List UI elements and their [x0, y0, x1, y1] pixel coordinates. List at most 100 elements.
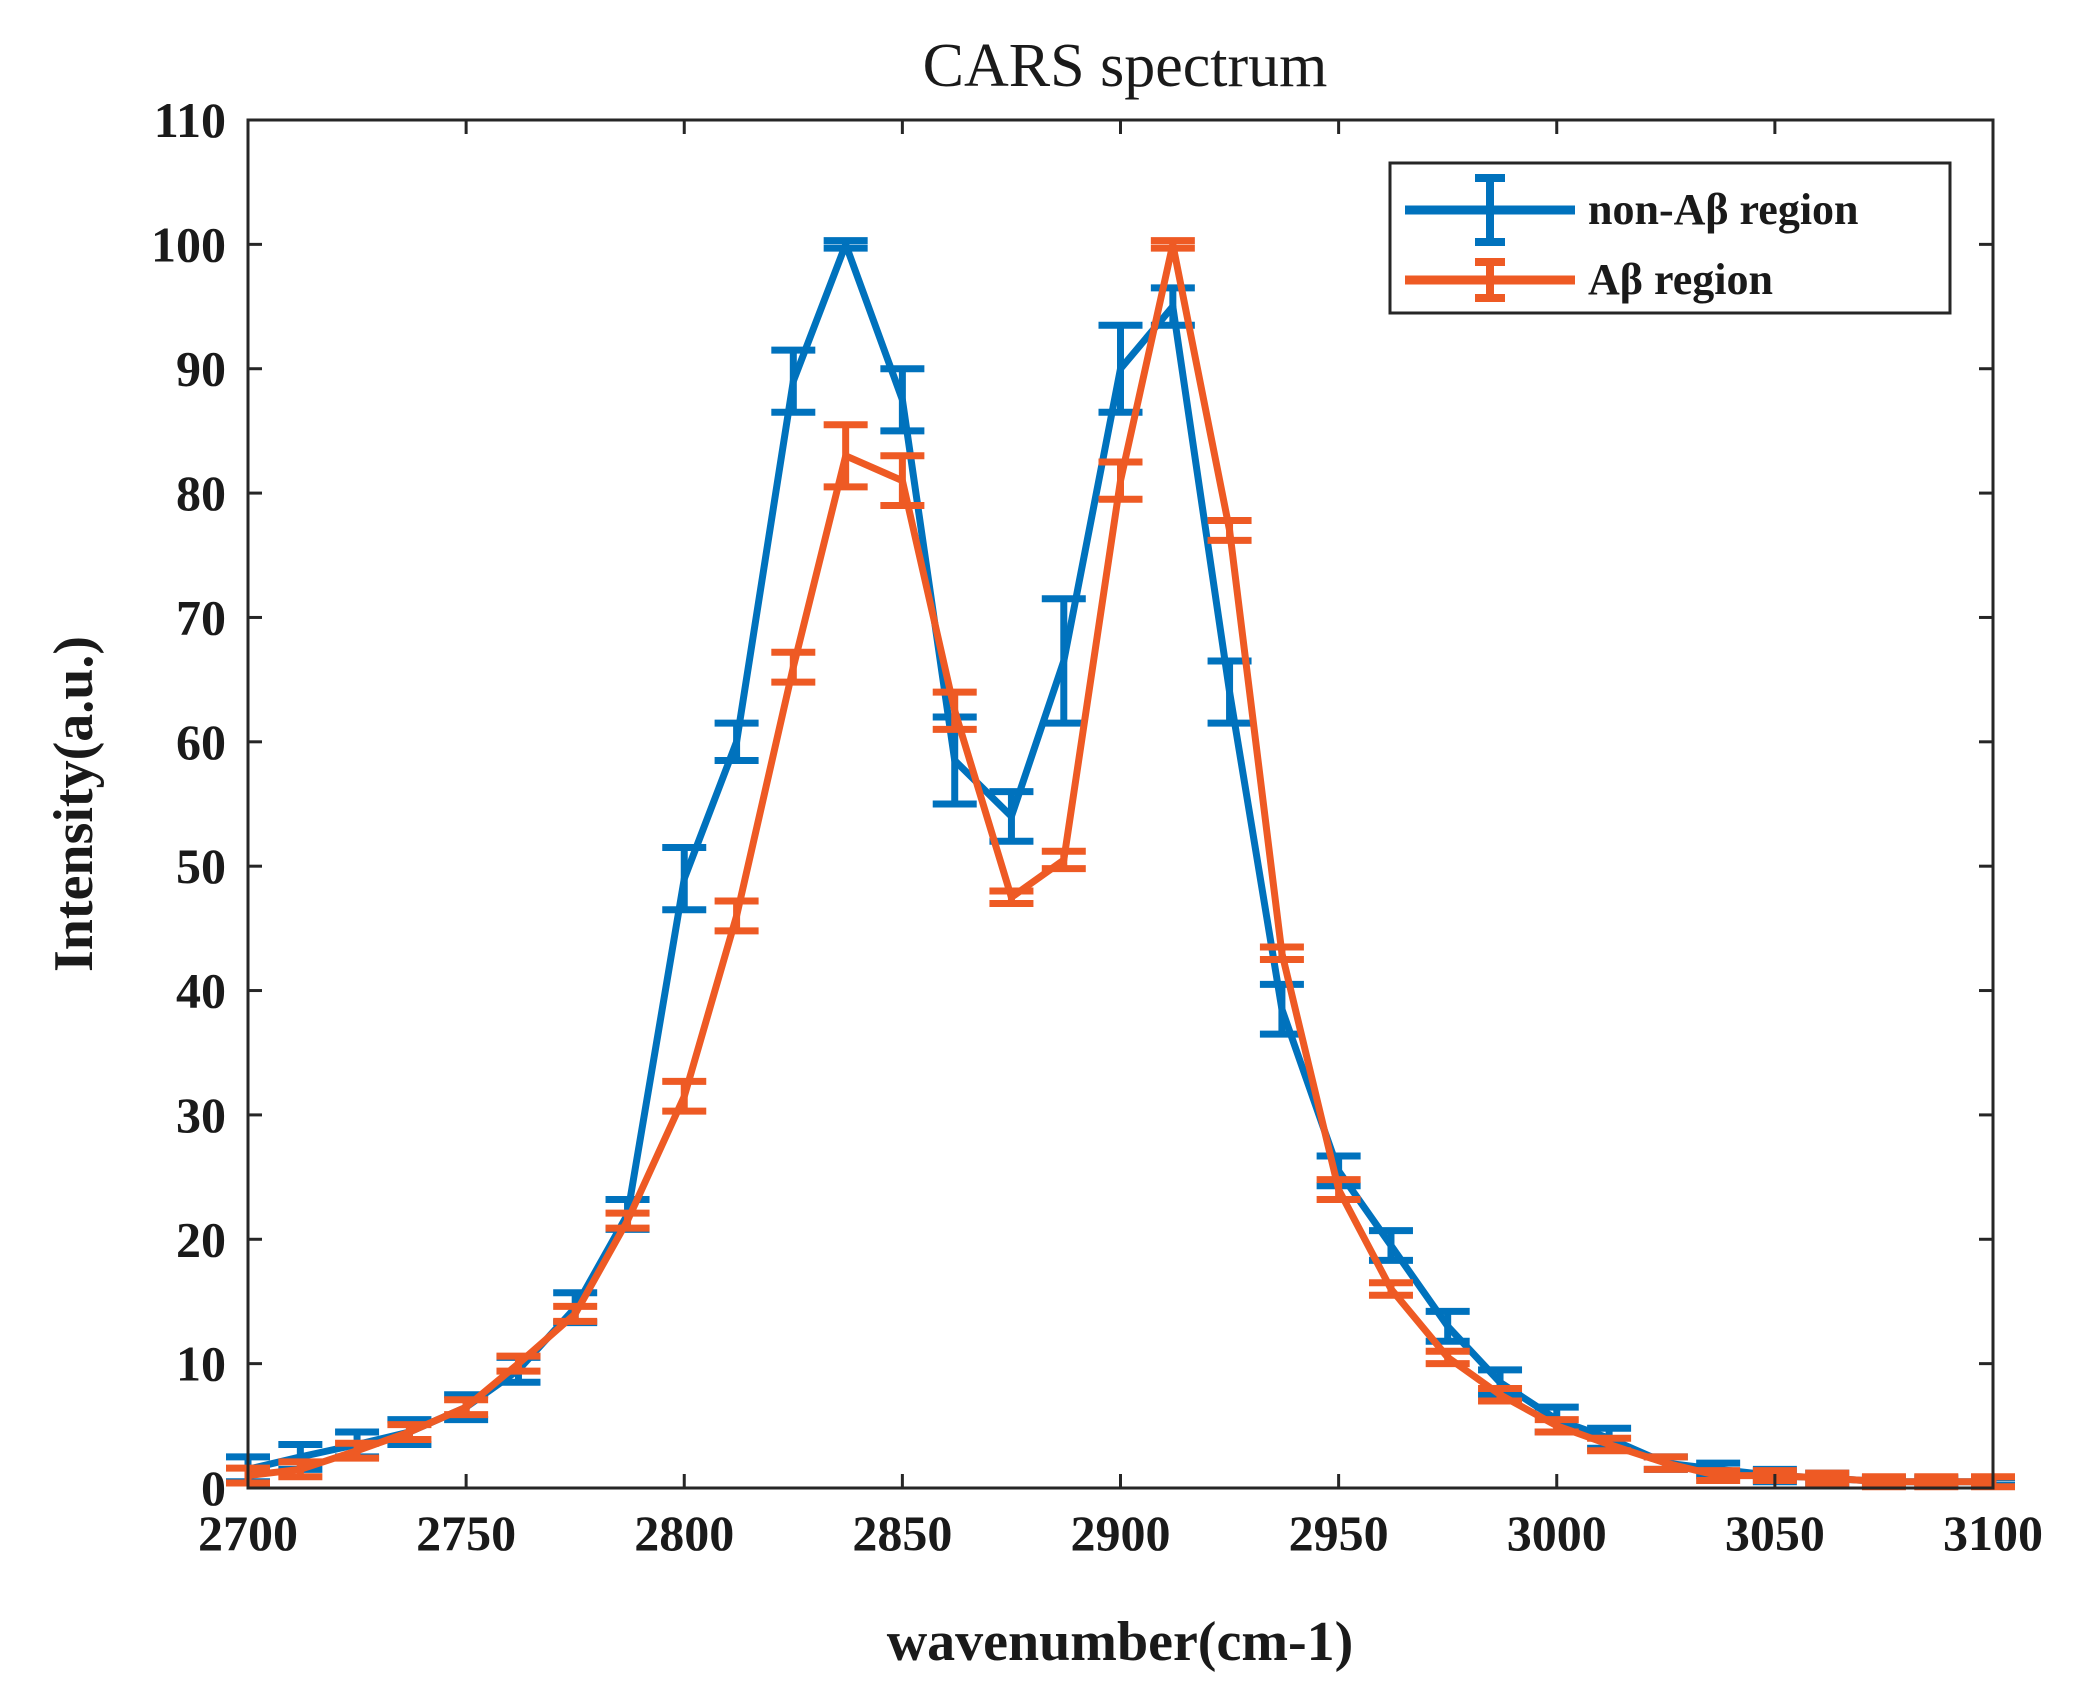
x-tick-label-2850: 2850 — [852, 1505, 952, 1561]
legend: non-Aβ region Aβ region — [1388, 161, 1952, 315]
error-bar-1-25 — [1587, 1434, 1632, 1455]
data-point-1-22 — [1446, 1356, 1449, 1359]
legend-entry-non-abeta: non-Aβ region — [1405, 174, 1859, 246]
error-bar-1-22 — [1425, 1347, 1470, 1368]
data-point-0-17 — [1171, 305, 1174, 308]
data-point-0-10 — [792, 380, 795, 383]
data-point-1-25 — [1608, 1443, 1611, 1446]
error-bar-1-12 — [880, 452, 925, 510]
data-point-1-19 — [1280, 952, 1283, 955]
y-tick-label-20: 20 — [176, 1211, 226, 1267]
data-point-0-9 — [735, 740, 738, 743]
data-point-1-12 — [901, 479, 904, 482]
legend-label-non-abeta: non-Aβ region — [1588, 185, 1859, 234]
error-bar-1-24 — [1534, 1416, 1579, 1436]
data-point-1-2 — [356, 1449, 359, 1452]
x-tick-label-2950: 2950 — [1289, 1505, 1389, 1561]
data-point-1-27 — [1717, 1474, 1720, 1477]
data-point-1-30 — [1882, 1480, 1885, 1483]
error-bar-1-23 — [1478, 1385, 1523, 1405]
data-point-0-22 — [1446, 1325, 1449, 1328]
legend-label-abeta: Aβ region — [1588, 255, 1773, 304]
y-tick-label-80: 80 — [176, 465, 226, 521]
error-bar-0-15 — [1041, 595, 1086, 727]
x-tick-label-2750: 2750 — [416, 1505, 516, 1561]
y-axis-label: Intensity(a.u.) — [43, 636, 105, 972]
legend-entry-abeta: Aβ region — [1405, 255, 1773, 304]
data-point-1-11 — [844, 454, 847, 457]
y-tick-label-40: 40 — [176, 963, 226, 1019]
y-tick-label-90: 90 — [176, 341, 226, 397]
data-point-1-14 — [1010, 896, 1013, 899]
data-point-0-16 — [1119, 367, 1122, 370]
x-axis-label: wavenumber(cm-1) — [887, 1611, 1354, 1673]
data-point-1-10 — [792, 666, 795, 669]
error-bar-0-12 — [880, 365, 925, 435]
error-bar-1-20 — [1316, 1176, 1361, 1203]
data-point-1-31 — [1935, 1480, 1938, 1483]
data-point-1-13 — [953, 709, 956, 712]
error-bar-1-10 — [771, 648, 816, 686]
data-point-1-6 — [574, 1312, 577, 1315]
error-bar-0-19 — [1259, 980, 1304, 1038]
data-point-1-16 — [1119, 479, 1122, 482]
data-point-0-23 — [1499, 1381, 1502, 1384]
data-point-1-21 — [1389, 1288, 1392, 1291]
error-bar-1-26 — [1643, 1453, 1688, 1473]
x-tick-label-3100: 3100 — [1943, 1505, 2043, 1561]
x-tick-label-3000: 3000 — [1507, 1505, 1607, 1561]
error-bar-1-13 — [932, 688, 977, 733]
data-point-1-1 — [299, 1468, 302, 1471]
error-bar-1-15 — [1041, 847, 1086, 873]
series-line-1 — [247, 240, 1993, 1486]
error-bar-1-14 — [989, 887, 1034, 907]
data-point-0-20 — [1337, 1169, 1340, 1172]
error-bar-1-1 — [278, 1458, 323, 1481]
y-tick-label-50: 50 — [176, 838, 226, 894]
data-point-1-20 — [1337, 1188, 1340, 1191]
y-tick-label-70: 70 — [176, 589, 226, 645]
error-bar-1-4 — [444, 1396, 489, 1419]
data-point-1-8 — [683, 1095, 686, 1098]
error-bar-0-10 — [771, 346, 816, 416]
data-point-1-29 — [1826, 1477, 1829, 1480]
error-bar-1-16 — [1098, 458, 1143, 503]
data-point-1-3 — [408, 1431, 411, 1434]
error-bar-1-5 — [496, 1352, 541, 1375]
error-bar-1-6 — [553, 1302, 598, 1325]
error-bar-0-8 — [662, 844, 707, 914]
y-tick-label-100: 100 — [151, 216, 226, 272]
data-point-1-5 — [517, 1362, 520, 1365]
error-bar-1-9 — [714, 897, 759, 935]
error-bar-1-2 — [335, 1439, 380, 1462]
data-point-0-12 — [901, 398, 904, 401]
y-tick-label-60: 60 — [176, 714, 226, 770]
data-point-0-13 — [953, 759, 956, 762]
error-bar-1-21 — [1368, 1279, 1413, 1299]
y-tick-label-110: 110 — [154, 92, 226, 148]
data-point-1-23 — [1499, 1393, 1502, 1396]
x-tick-label-3050: 3050 — [1725, 1505, 1825, 1561]
error-bar-1-29 — [1805, 1469, 1850, 1487]
data-point-1-17 — [1171, 243, 1174, 246]
data-point-1-7 — [626, 1219, 629, 1222]
data-point-1-18 — [1228, 529, 1231, 532]
error-bar-1-11 — [823, 421, 868, 491]
error-bar-0-9 — [714, 719, 759, 764]
data-point-1-4 — [465, 1406, 468, 1409]
error-bar-1-18 — [1207, 516, 1252, 544]
error-bar-1-27 — [1696, 1467, 1741, 1485]
series-line-0 — [247, 240, 1993, 1486]
error-bar-1-19 — [1259, 943, 1304, 963]
error-bar-1-8 — [662, 1077, 707, 1115]
data-point-0-18 — [1228, 691, 1231, 694]
error-bar-1-7 — [605, 1209, 650, 1232]
x-tick-label-2700: 2700 — [198, 1505, 298, 1561]
data-point-1-26 — [1664, 1462, 1667, 1465]
x-tick-label-2800: 2800 — [634, 1505, 734, 1561]
data-point-0-11 — [844, 243, 847, 246]
data-point-1-15 — [1062, 858, 1065, 861]
y-tick-label-30: 30 — [176, 1087, 226, 1143]
data-point-1-24 — [1555, 1424, 1558, 1427]
